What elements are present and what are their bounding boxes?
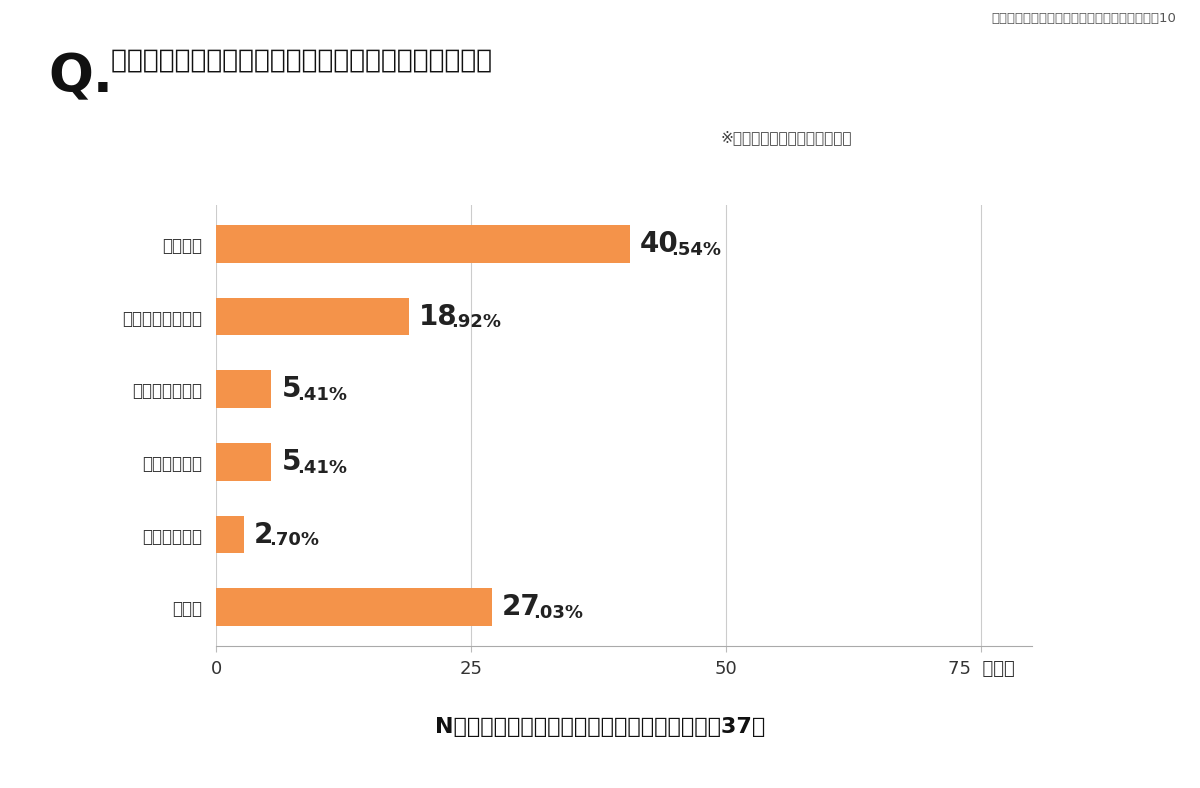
Text: N＝手作りのチョコ（お菓子）を贈ると答えた37人: N＝手作りのチョコ（お菓子）を贈ると答えた37人 xyxy=(434,717,766,737)
Text: 40: 40 xyxy=(640,230,678,258)
Bar xyxy=(216,589,492,626)
Text: .03%: .03% xyxy=(534,604,583,622)
Bar xyxy=(216,443,271,481)
Text: .41%: .41% xyxy=(298,386,347,404)
Text: 5: 5 xyxy=(281,375,301,403)
Text: 18: 18 xyxy=(419,303,458,330)
Text: バレンタインに関する保護者の実態調査｜資料10: バレンタインに関する保護者の実態調査｜資料10 xyxy=(991,12,1176,24)
Text: どんなものを贈る予定か、具体的に教えてください。: どんなものを贈る予定か、具体的に教えてください。 xyxy=(102,47,492,73)
Bar xyxy=(216,515,244,553)
Text: ※記述回答を分類分けして集計: ※記述回答を分類分けして集計 xyxy=(720,130,852,145)
Bar xyxy=(216,370,271,408)
Text: 27: 27 xyxy=(502,593,541,621)
Text: .92%: .92% xyxy=(451,314,500,331)
Text: .41%: .41% xyxy=(298,459,347,477)
Bar xyxy=(216,225,630,262)
Text: 2: 2 xyxy=(253,521,274,548)
Text: .70%: .70% xyxy=(270,531,319,549)
Text: Q.: Q. xyxy=(48,51,113,103)
Text: 5: 5 xyxy=(281,448,301,476)
Text: .54%: .54% xyxy=(671,240,721,258)
Bar xyxy=(216,298,409,336)
